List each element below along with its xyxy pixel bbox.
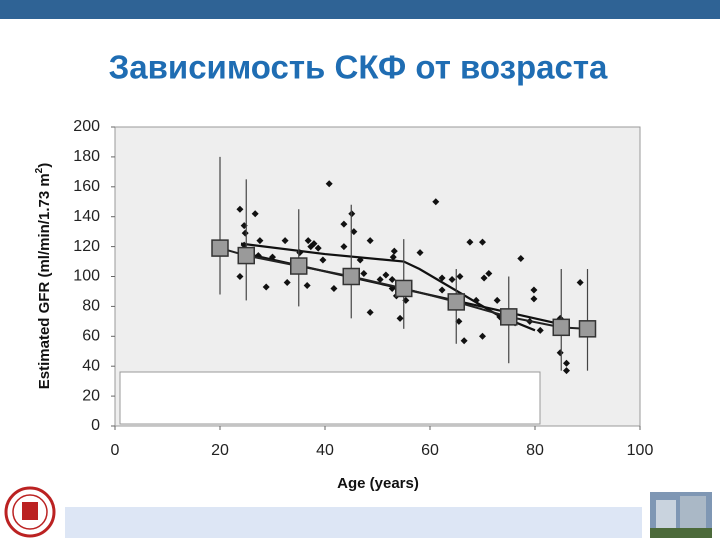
y-label-sup: 2	[34, 167, 45, 173]
diamond-point	[455, 317, 463, 325]
square-point	[500, 308, 518, 326]
diamond-point	[530, 286, 538, 294]
y-axis-label: Estimated GFR (ml/min/1.73 m2)	[34, 163, 53, 389]
diamond-point	[576, 278, 584, 286]
diamond-point	[416, 249, 424, 257]
diamond-point	[303, 281, 311, 289]
diamond-point	[388, 275, 396, 283]
diamond-point	[563, 359, 570, 367]
diamond-point	[480, 274, 488, 282]
diamond-point	[556, 349, 564, 357]
y-label-end: )	[36, 163, 53, 168]
diamond-point	[340, 243, 348, 251]
y-tick-label: 180	[73, 148, 100, 165]
diamond-point	[472, 296, 480, 304]
diamond-point	[296, 249, 304, 257]
diamond-point	[340, 220, 348, 228]
square-point	[211, 239, 229, 257]
diamond-point	[269, 253, 276, 261]
x-tick-label: 60	[421, 442, 439, 459]
y-tick-label: 120	[73, 238, 100, 255]
square-point	[447, 293, 465, 311]
diamond-point	[236, 205, 244, 213]
diamond-point	[283, 278, 291, 286]
x-tick-label: 100	[627, 442, 654, 459]
diamond-point	[536, 326, 544, 334]
y-tick-label: 140	[73, 208, 100, 225]
legend-box	[119, 371, 541, 425]
x-tick-label: 40	[316, 442, 334, 459]
square-point	[395, 279, 413, 298]
diamond-point	[310, 240, 318, 248]
y-tick-label: 60	[82, 328, 100, 345]
diamond-point	[241, 229, 249, 237]
diamond-point	[256, 237, 264, 245]
building-photo	[650, 492, 712, 538]
x-tick-label: 0	[111, 442, 120, 459]
diamond-point	[438, 286, 446, 294]
diamond-point	[262, 283, 270, 291]
diamond-point	[517, 255, 525, 263]
slide-title: Зависимость СКФ от возраста	[109, 49, 608, 86]
square-point	[552, 318, 570, 337]
diamond-point	[563, 367, 570, 375]
logo	[4, 486, 56, 538]
x-axis-label: Age (years)	[337, 475, 419, 492]
x-tick-label: 20	[211, 442, 229, 459]
diamond-point	[319, 256, 327, 264]
diamond-point	[460, 337, 468, 345]
diamond-point	[314, 244, 322, 252]
diamond-point	[448, 275, 456, 283]
diamond-point	[350, 228, 358, 236]
diamond-point	[325, 180, 333, 188]
diamond-point	[304, 237, 312, 245]
diamond-point	[366, 237, 374, 245]
square-point	[290, 257, 308, 275]
diamond-point	[396, 314, 404, 322]
y-tick-label: 0	[91, 417, 100, 434]
square-point	[578, 320, 597, 338]
diamond-point	[390, 247, 398, 255]
y-tick-label: 80	[82, 298, 100, 315]
diamond-point	[356, 256, 364, 264]
top-bar	[0, 0, 720, 19]
y-tick-label: 160	[73, 178, 100, 195]
diamond-point	[530, 295, 538, 303]
diamond-point	[493, 296, 501, 304]
diamond-point	[382, 271, 390, 279]
diamond-point	[376, 275, 384, 283]
y-tick-label: 100	[73, 268, 100, 285]
square-point	[342, 267, 360, 286]
y-label-text: Estimated GFR (ml/min/1.73 m	[36, 173, 53, 389]
square-point	[237, 246, 255, 265]
diamond-point	[485, 270, 493, 278]
y-tick-label: 40	[82, 357, 100, 374]
diamond-point	[330, 284, 338, 292]
y-tick-label: 20	[82, 387, 100, 404]
footer-band	[65, 507, 642, 538]
diamond-point	[466, 238, 474, 246]
diamond-point	[236, 273, 244, 280]
diamond-point	[389, 253, 397, 261]
diamond-point	[251, 210, 259, 218]
diamond-point	[456, 273, 464, 280]
diamond-point	[479, 238, 486, 246]
diamond-point	[438, 274, 446, 282]
y-tick-label: 200	[73, 118, 100, 135]
diamond-point	[360, 270, 368, 278]
diamond-point	[479, 332, 486, 340]
x-tick-label: 80	[526, 442, 544, 459]
diamond-point	[432, 198, 440, 206]
diamond-point	[281, 237, 289, 245]
diamond-point	[366, 308, 374, 316]
